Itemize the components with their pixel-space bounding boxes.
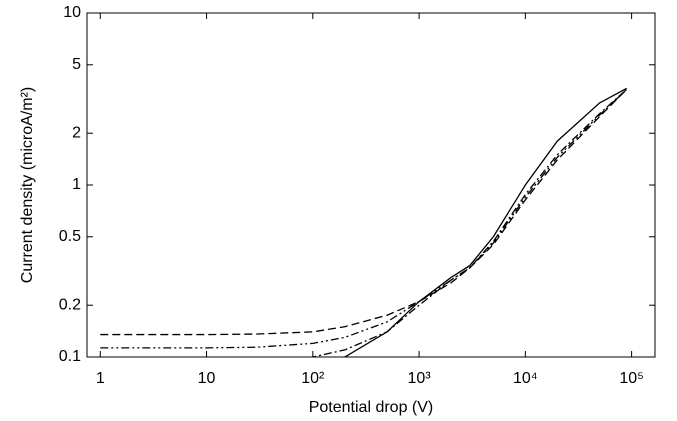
x-axis-label: Potential drop (V) <box>309 399 434 416</box>
x-tick-label: 10⁵ <box>619 370 643 387</box>
x-tick-label: 10² <box>301 370 325 387</box>
x-tick-label: 1 <box>96 370 105 387</box>
y-tick-label: 0.1 <box>59 348 81 365</box>
y-tick-label: 1 <box>72 176 81 193</box>
series-line <box>342 87 628 357</box>
series-line <box>300 88 628 357</box>
y-axis-label: Current density (microA/m²) <box>19 87 36 283</box>
y-tick-label: 0.2 <box>59 296 81 313</box>
x-tick-label: 10⁴ <box>513 370 538 387</box>
plot-frame <box>86 12 656 358</box>
y-tick-label: 2 <box>72 124 81 141</box>
y-tick-label: 5 <box>72 56 81 73</box>
series-line <box>100 88 628 336</box>
y-tick-label: 0.5 <box>59 228 81 245</box>
x-tick-label: 10 <box>198 370 216 387</box>
series-line <box>100 88 628 349</box>
x-tick-label: 10³ <box>408 370 432 387</box>
y-tick-label: 10 <box>63 4 81 21</box>
